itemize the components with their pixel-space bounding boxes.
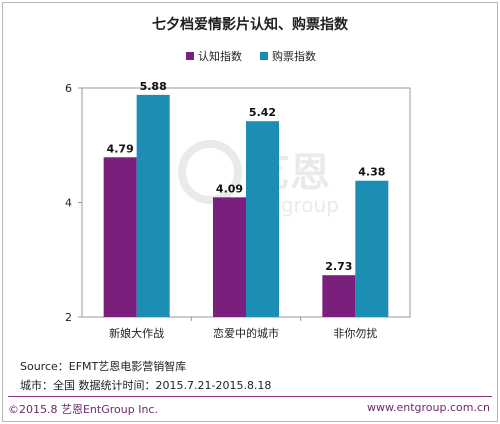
chart-title: 七夕档爱情影片认知、购票指数: [152, 17, 348, 33]
footer-copyright: ©2015.8 艺恩EntGroup Inc.: [8, 403, 158, 416]
bar-ticket: [246, 121, 279, 317]
y-tick-label: 2: [65, 311, 72, 324]
x-tick-label: 新娘大作战: [109, 326, 164, 340]
data-label: 4.09: [216, 182, 243, 195]
legend-item-ticket: 购票指数: [260, 48, 316, 64]
y-tick-label: 4: [65, 197, 72, 210]
data-label: 4.79: [107, 142, 134, 155]
footer-divider: [8, 396, 492, 397]
footer-website[interactable]: www.entgroup.com.cn: [367, 401, 490, 414]
bar-ticket: [136, 94, 170, 318]
bar-ticket: [355, 180, 389, 317]
data-label: 4.38: [358, 166, 385, 179]
legend-swatch-awareness: [186, 52, 194, 60]
legend-label-awareness: 认知指数: [198, 50, 242, 63]
source-line: Source：EFMT艺恩电影营销智库: [20, 360, 187, 373]
legend-label-ticket: 购票指数: [272, 50, 316, 63]
legend-item-awareness: 认知指数: [186, 48, 242, 64]
legend-swatch-ticket: [260, 52, 268, 60]
data-label: 2.73: [325, 260, 352, 273]
chart-legend: 认知指数 购票指数: [186, 48, 316, 64]
data-label: 5.42: [249, 106, 276, 119]
scope-line: 城市：全国 数据统计时间：2015.7.21-2015.8.18: [20, 379, 272, 392]
data-label: 5.88: [140, 80, 167, 93]
bar-awareness: [103, 157, 137, 317]
bar-awareness: [322, 275, 356, 317]
x-tick-label: 恋爱中的城市: [213, 326, 279, 340]
x-tick-label: 非你勿扰: [333, 326, 377, 340]
y-tick-label: 6: [65, 82, 72, 95]
bar-awareness: [213, 197, 246, 317]
watermark-circle: [178, 140, 242, 204]
